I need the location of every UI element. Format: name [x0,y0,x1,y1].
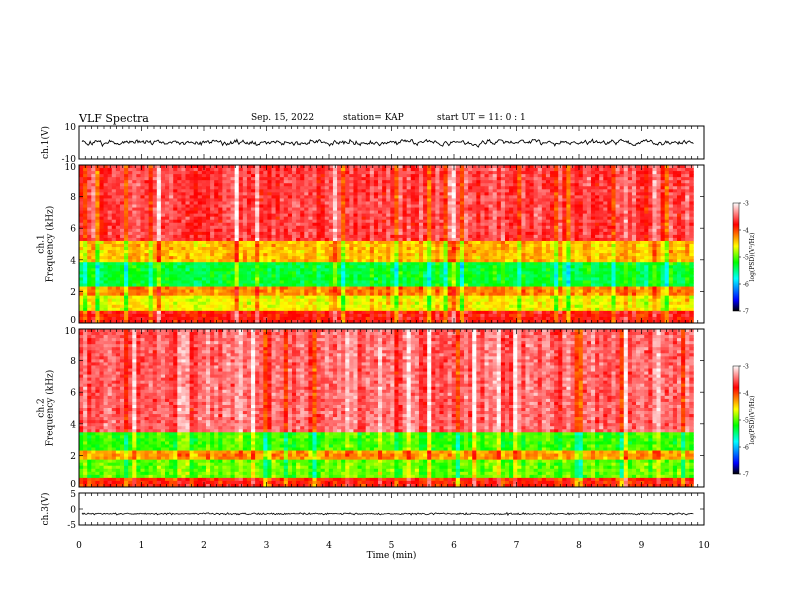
station-label: station= KAP [343,113,404,123]
y-tick-label: 6 [70,389,76,399]
colorbar-tick-label: -5 [743,418,749,425]
colorbar-label: log(PSD)(V²/Hz) [749,233,756,282]
y-tick-label: 10 [65,163,77,173]
x-tick-label: 8 [576,541,582,551]
x-tick-label: 10 [698,541,710,551]
y-tick-label: 10 [65,123,77,133]
date-label: Sep. 15, 2022 [251,113,315,123]
y-tick-label: 2 [70,288,76,298]
spectrogram-1 [79,165,694,324]
x-tick-label: 1 [139,541,145,551]
start-time-label: start UT = 11: 0 : 1 [437,113,526,123]
colorbar-tick-label: -3 [743,364,749,371]
y-tick-label: 5 [70,490,76,500]
y-tick-label: 0 [70,480,76,490]
y-axis-label: Frequency (kHz) [45,370,56,447]
x-tick-label: 3 [264,541,270,551]
y-tick-label: 8 [70,357,76,367]
x-tick-label: 2 [201,541,207,551]
y-axis-label: Frequency (kHz) [45,206,56,283]
y-axis-label: ch.1(V) [40,126,51,159]
x-tick-label: 0 [76,541,82,551]
colorbar-tick-label: -3 [743,201,749,208]
y-tick-label: -5 [67,521,76,531]
colorbar-tick-label: -4 [743,391,749,398]
y-tick-label: 10 [65,327,77,337]
colorbar-tick-label: -7 [743,309,749,316]
y-tick-label: 4 [70,420,76,430]
y-axis-label: ch.2 [37,398,47,417]
colorbar-1 [732,202,740,312]
y-tick-label: 8 [70,193,76,203]
y-axis-label: ch.1 [37,234,47,253]
colorbar-tick-label: -4 [743,228,749,235]
colorbar-tick-label: -6 [743,282,749,289]
y-axis-label: ch.3(V) [40,493,51,526]
waveform-line-3 [81,511,694,517]
colorbar-2 [732,365,740,475]
waveform-line-0 [81,138,694,148]
colorbar-tick-label: -7 [743,472,749,479]
x-axis-label: Time (min) [367,550,417,561]
x-tick-label: 9 [639,541,645,551]
colorbar-label: log(PSD)(V²/Hz) [749,396,756,445]
y-tick-label: 0 [70,506,76,516]
figure-title: VLF Spectra [79,112,149,125]
colorbar-tick-label: -6 [743,445,749,452]
y-tick-label: 6 [70,225,76,235]
y-tick-label: -10 [62,155,77,165]
y-tick-label: 4 [70,256,76,266]
spectrogram-2 [79,329,694,488]
x-tick-label: 7 [514,541,520,551]
y-tick-label: 0 [70,316,76,326]
x-tick-label: 4 [326,541,332,551]
colorbar-tick-label: -5 [743,255,749,262]
y-tick-label: 2 [70,452,76,462]
x-tick-label: 5 [389,541,395,551]
x-tick-label: 6 [451,541,457,551]
